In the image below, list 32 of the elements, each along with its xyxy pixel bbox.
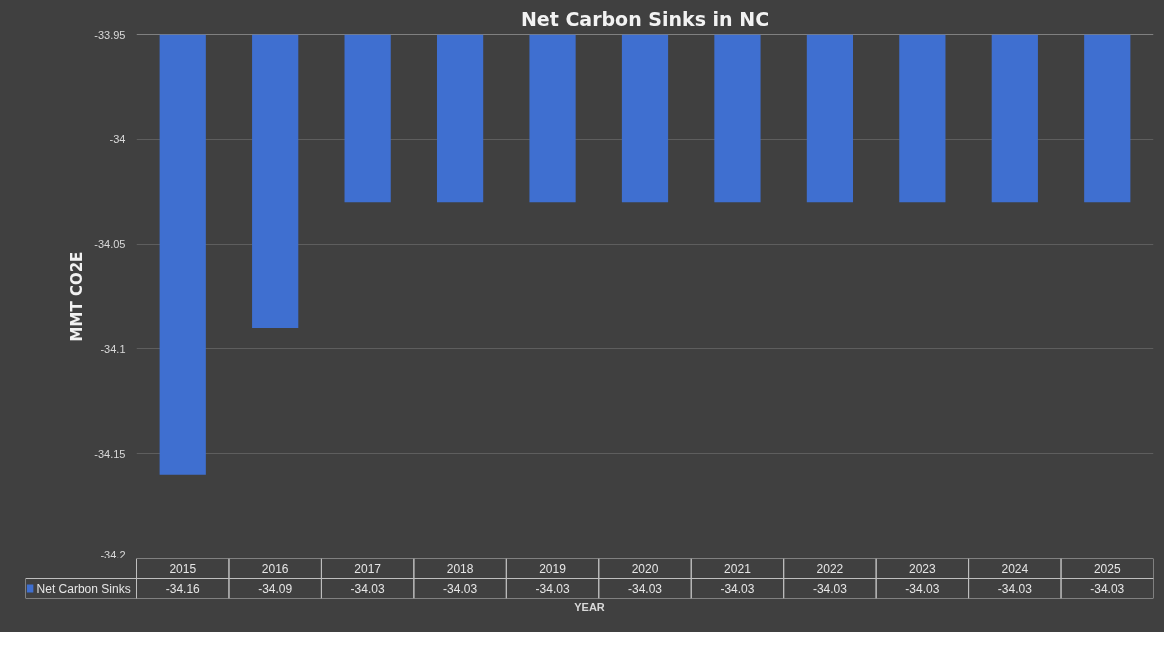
x-tick-label: 2015 [169, 562, 197, 576]
data-label: -34.03 [1090, 582, 1125, 596]
y-axis-title: MMT CO2E [68, 251, 87, 342]
x-axis-title: YEAR [574, 600, 605, 613]
data-label: -34.03 [720, 582, 755, 596]
x-tick-label: 2025 [1093, 562, 1121, 576]
x-tick-label: 2020 [631, 562, 659, 576]
data-label: -34.03 [812, 582, 848, 596]
data-label: -34.03 [535, 582, 570, 596]
x-tick-label: 2016 [261, 562, 289, 576]
chart-title: Net Carbon Sinks in NC [520, 7, 770, 30]
y-tick-label: -34 [109, 133, 126, 146]
y-tick-label: -34.15 [94, 447, 126, 460]
legend-label: Net Carbon Sinks [36, 581, 131, 596]
data-label: -34.03 [627, 582, 663, 596]
data-label: -34.03 [350, 582, 385, 596]
x-tick-label: 2017 [354, 562, 382, 576]
x-tick-label: 2022 [816, 562, 844, 576]
y-tick-label: -33.95 [94, 28, 126, 41]
data-label: -34.03 [443, 582, 478, 596]
x-tick-label: 2021 [724, 562, 752, 576]
y-tick-label: -34.1 [100, 342, 126, 355]
x-tick-label: 2019 [539, 562, 567, 576]
data-label: -34.09 [258, 582, 293, 596]
data-label: -34.16 [165, 582, 201, 596]
data-label: -34.03 [997, 582, 1033, 596]
data-label: -34.03 [905, 582, 940, 596]
y-tick-label: -34.2 [100, 548, 126, 561]
x-tick-label: 2024 [1001, 562, 1029, 576]
x-tick-label: 2023 [909, 562, 937, 576]
y-tick-label: -34.05 [94, 238, 126, 251]
x-tick-label: 2018 [446, 562, 474, 576]
